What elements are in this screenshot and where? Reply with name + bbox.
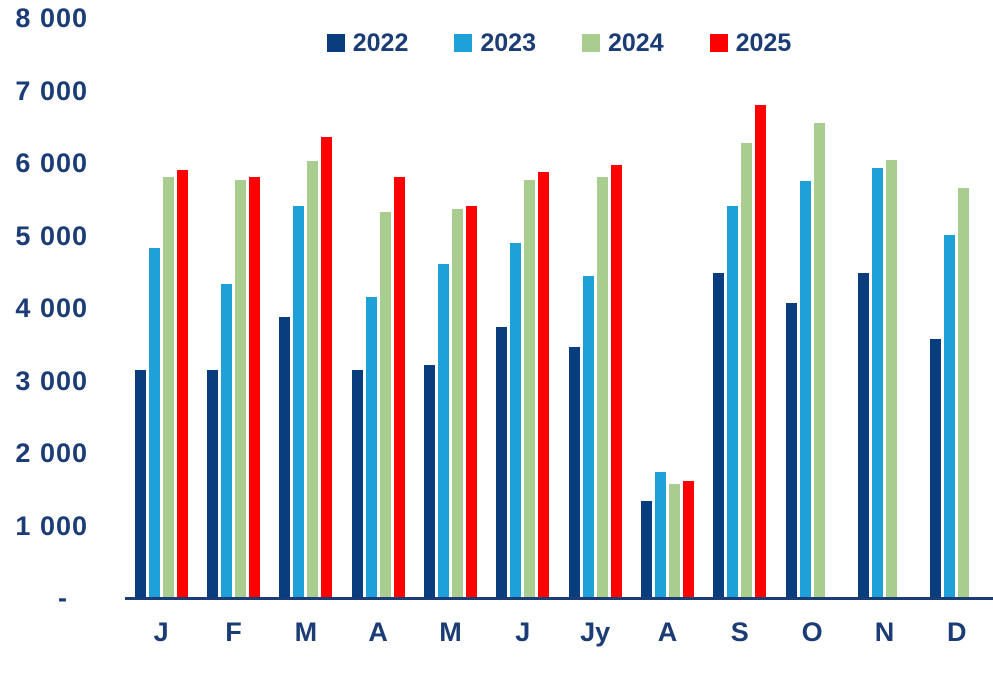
legend-swatch-icon [326, 34, 345, 52]
legend-swatch-icon [582, 34, 600, 52]
x-label-O-9: O [801, 617, 823, 647]
x-axis-labels: J F M A M J Jy A S O N D [125, 614, 993, 650]
bar-2024-D-11 [958, 188, 970, 598]
bar-2024-J-5 [524, 180, 536, 598]
y-tick-2000: 2 000 [15, 438, 88, 468]
bar-2024-Jy-6 [596, 177, 608, 598]
bar-2023-O-9 [799, 181, 811, 598]
y-axis-labels: 8 000 7 000 6 000 5 000 4 000 3 000 2 000 1 000… [0, 0, 93, 683]
bars-container [125, 18, 993, 598]
month-group-A-7 [631, 18, 703, 598]
month-group-D-11 [921, 18, 993, 598]
bar-2023-D-11 [944, 235, 956, 598]
chart-legend: 2022 2023 2024 2025 [125, 26, 993, 60]
month-group-M-4 [414, 18, 486, 598]
x-axis-line [125, 597, 993, 600]
month-group-M-2 [270, 18, 342, 598]
y-tick-4000: 4 000 [15, 293, 88, 323]
legend-swatch-icon [454, 34, 473, 52]
legend-label: 2022 [352, 29, 409, 57]
bar-2022-O-9 [785, 303, 797, 598]
bar-2024-M-2 [307, 161, 319, 598]
bar-2022-A-7 [640, 501, 652, 598]
plot-area: J F M A M J Jy A S O N D [125, 0, 993, 683]
legend-entry-2022: 2022 [326, 29, 409, 57]
legend-entry-2023: 2023 [454, 30, 536, 56]
bar-2022-Jy-6 [568, 347, 580, 598]
bar-2025-S-8 [755, 105, 767, 598]
bar-2025-J-0 [176, 170, 188, 598]
x-label-J-5: J [515, 617, 531, 647]
bar-2024-J-0 [162, 177, 174, 598]
month-group-F-1 [197, 18, 269, 598]
bar-2022-J-0 [134, 370, 146, 598]
bar-2022-D-11 [930, 339, 942, 598]
bar-2023-J-5 [510, 243, 522, 598]
bar-2023-J-0 [148, 248, 160, 598]
bar-2023-M-2 [293, 206, 305, 598]
bar-2025-J-5 [538, 172, 550, 598]
bar-2023-M-4 [437, 264, 449, 598]
bar-2022-S-8 [713, 273, 725, 598]
x-label-A-7: A [657, 617, 678, 647]
x-label-D-11: D [947, 617, 967, 647]
bar-2024-A-3 [379, 212, 391, 598]
bar-2023-A-7 [654, 472, 666, 598]
month-group-J-0 [125, 18, 197, 598]
bar-2024-N-10 [885, 160, 897, 598]
bar-2024-A-7 [668, 484, 680, 598]
bar-2023-S-8 [727, 206, 739, 598]
x-label-A-3: A [368, 617, 388, 647]
bar-2022-A-3 [351, 370, 363, 598]
bar-2025-Jy-6 [610, 165, 622, 598]
bar-2022-N-10 [857, 273, 869, 598]
legend-label: 2025 [735, 29, 792, 57]
bar-2024-F-1 [234, 180, 246, 598]
bar-2025-M-4 [465, 206, 477, 598]
bar-2023-Jy-6 [582, 276, 594, 598]
legend-label: 2023 [480, 29, 536, 57]
legend-entry-2025: 2025 [709, 29, 792, 57]
month-group-S-8 [704, 18, 776, 598]
y-tick-3000: 3 000 [15, 365, 88, 396]
bar-2024-O-9 [813, 123, 825, 598]
bar-2025-A-3 [393, 177, 405, 598]
bar-2022-F-1 [206, 370, 218, 598]
month-group-Jy-6 [559, 18, 631, 598]
y-tick-8000: 8 000 [15, 3, 88, 33]
y-tick-7000: 7 000 [15, 75, 88, 106]
bar-2023-A-3 [365, 297, 377, 598]
x-label-S-8: S [730, 617, 749, 647]
x-label-J-0: J [153, 617, 169, 647]
bar-2022-M-2 [279, 317, 291, 598]
y-tick-6000: 6 000 [15, 148, 88, 178]
bar-2025-F-1 [248, 177, 260, 598]
legend-swatch-icon [709, 34, 728, 52]
x-label-M-2: M [294, 617, 318, 647]
bar-2022-J-5 [496, 327, 508, 598]
x-label-F-1: F [225, 617, 242, 647]
y-tick-5000: 5 000 [15, 220, 88, 251]
x-label-M-4: M [439, 617, 462, 647]
y-tick-1000: 1 000 [15, 510, 88, 541]
x-label-Jy-6: Jy [580, 617, 611, 647]
bar-2025-A-7 [682, 481, 694, 598]
month-group-O-9 [776, 18, 848, 598]
bar-2022-M-4 [423, 365, 435, 598]
month-group-A-3 [342, 18, 414, 598]
legend-label: 2024 [608, 29, 664, 57]
month-group-J-5 [487, 18, 559, 598]
bar-2023-F-1 [220, 284, 232, 598]
x-label-N-10: N [874, 617, 895, 647]
bar-2024-S-8 [741, 143, 753, 598]
y-tick-0: - [58, 583, 68, 613]
bar-2025-M-2 [321, 137, 333, 598]
bar-2024-M-4 [451, 209, 463, 598]
legend-entry-2024: 2024 [582, 30, 664, 56]
month-group-N-10 [848, 18, 920, 598]
bar-2023-N-10 [871, 168, 883, 598]
